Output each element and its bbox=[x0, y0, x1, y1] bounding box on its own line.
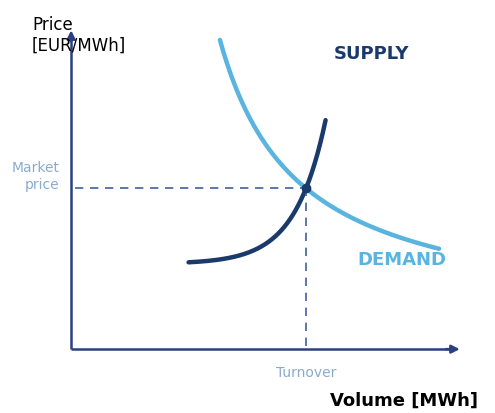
Text: Volume [MWh]: Volume [MWh] bbox=[330, 391, 478, 409]
Text: Turnover: Turnover bbox=[276, 366, 336, 379]
Text: DEMAND: DEMAND bbox=[357, 251, 446, 268]
Text: Market
price: Market price bbox=[11, 160, 59, 192]
Text: SUPPLY: SUPPLY bbox=[334, 45, 409, 63]
Text: Price
[EUR/MWh]: Price [EUR/MWh] bbox=[32, 16, 126, 55]
